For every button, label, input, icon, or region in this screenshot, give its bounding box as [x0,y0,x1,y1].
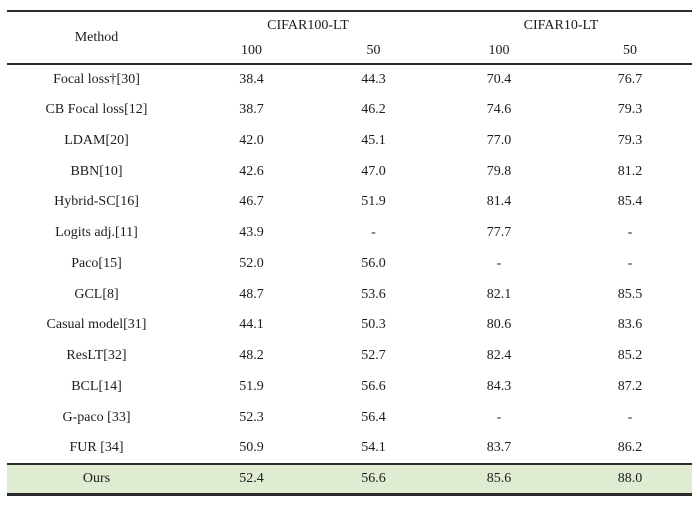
table-body: Focal loss†[30] 38.4 44.3 70.4 76.7 CB F… [7,64,692,464]
value-cell: 42.6 [239,163,264,179]
value-cell: 50.9 [239,439,264,455]
value-cell: 46.2 [361,102,386,118]
method-cell: Logits adj.[11] [55,225,138,241]
value-cell: 81.4 [486,194,512,210]
col-subheader-cifar100-50: 50 [366,43,381,58]
value-cell: 85.2 [617,348,643,364]
value-cell: - [627,409,633,425]
table-row: BBN[10] 42.6 47.0 79.8 81.2 [7,156,692,187]
method-cell: ResLT[32] [66,348,127,364]
value-cell: 82.4 [486,348,512,364]
method-cell: BBN[10] [70,163,123,179]
value-cell: - [496,255,502,271]
value-cell: 82.1 [486,286,512,302]
method-cell: GCL[8] [74,286,119,302]
value-cell: 53.6 [361,286,386,302]
value-cell: 77.7 [486,225,512,241]
value-cell: 52.3 [239,409,264,425]
col-subheader-cifar10-50: 50 [623,43,637,58]
value-cell: 85.5 [617,286,643,302]
value-cell: - [627,255,633,271]
value-cell: 80.6 [486,317,512,333]
method-cell: CB Focal loss[12] [45,102,148,118]
method-cell: G-paco [33] [62,409,131,425]
value-cell: 54.1 [361,439,386,455]
table-row: Logits adj.[11] 43.9 - 77.7 - [7,218,692,249]
header-group-row: Method CIFAR100-LT CIFAR10-LT [7,11,692,45]
value-cell: 50.3 [361,317,386,333]
table-row: FUR [34] 50.9 54.1 83.7 86.2 [7,433,692,464]
value-cell: 42.0 [239,132,264,148]
table-row: LDAM[20] 42.0 45.1 77.0 79.3 [7,126,692,157]
value-cell: 38.7 [239,102,264,118]
value-cell: 86.2 [617,439,643,455]
table-row: Hybrid-SC[16] 46.7 51.9 81.4 85.4 [7,187,692,218]
value-cell: 48.7 [239,286,264,302]
method-cell: Hybrid-SC[16] [54,194,139,210]
value-cell: 79.3 [617,102,643,118]
table-row: Paco[15] 52.0 56.0 - - [7,249,692,280]
method-cell: BCL[14] [71,378,122,394]
value-cell: 83.7 [486,439,512,455]
method-cell: Focal loss†[30] [53,71,140,87]
value-cell: 38.4 [239,71,264,87]
value-cell: 74.6 [486,102,512,118]
value-cell: 81.2 [617,163,643,179]
table-row: ResLT[32] 48.2 52.7 82.4 85.2 [7,341,692,372]
table-footer: Ours 52.4 56.6 85.6 88.0 [7,463,692,495]
table-row: BCL[14] 51.9 56.6 84.3 87.2 [7,372,692,403]
value-cell: 79.8 [486,163,512,179]
method-cell: FUR [34] [69,439,124,455]
value-cell: 52.4 [186,463,317,495]
value-cell: 52.0 [239,255,264,271]
value-cell: 47.0 [361,163,386,179]
value-cell: 56.4 [361,409,386,425]
value-cell: 76.7 [617,71,643,87]
method-cell: Paco[15] [71,255,122,271]
value-cell: - [627,225,633,241]
value-cell: 77.0 [486,132,512,148]
method-cell: Ours [7,463,186,495]
col-subheader-cifar10-100: 100 [488,43,510,58]
table-row: G-paco [33] 52.3 56.4 - - [7,402,692,433]
value-cell: - [371,225,376,241]
value-cell: 56.6 [361,378,386,394]
value-cell: 51.9 [239,378,264,394]
col-group-cifar100-lt: CIFAR100-LT [267,17,349,33]
value-cell: 51.9 [361,194,386,210]
header-sub-row: 100 50 100 50 [7,39,692,64]
value-cell: 87.2 [617,378,643,394]
value-cell: 85.6 [430,463,568,495]
value-cell: 56.6 [317,463,430,495]
value-cell: 52.7 [361,348,386,364]
table-row-ours: Ours 52.4 56.6 85.6 88.0 [7,463,692,495]
value-cell: 88.0 [568,463,692,495]
method-cell: Casual model[31] [46,317,147,333]
table-row: CB Focal loss[12] 38.7 46.2 74.6 79.3 [7,95,692,126]
value-cell: 85.4 [617,194,643,210]
results-table: Method CIFAR100-LT CIFAR10-LT 100 50 100… [7,10,692,496]
value-cell: 44.1 [239,317,264,333]
col-group-cifar10-lt: CIFAR10-LT [523,17,599,33]
method-cell: LDAM[20] [64,132,129,148]
table-row: Focal loss†[30] 38.4 44.3 70.4 76.7 [7,64,692,95]
table-row: Casual model[31] 44.1 50.3 80.6 83.6 [7,310,692,341]
table-row: GCL[8] 48.7 53.6 82.1 85.5 [7,279,692,310]
value-cell: 44.3 [361,71,386,87]
value-cell: 48.2 [239,348,264,364]
col-subheader-cifar100-100: 100 [241,43,262,58]
value-cell: 43.9 [239,225,264,241]
table-header: Method CIFAR100-LT CIFAR10-LT 100 50 100… [7,11,692,64]
value-cell: 46.7 [239,194,264,210]
value-cell: 79.3 [617,132,643,148]
value-cell: 83.6 [617,317,643,333]
value-cell: 56.0 [361,255,386,271]
value-cell: 70.4 [486,71,512,87]
value-cell: 84.3 [486,378,512,394]
value-cell: - [496,409,502,425]
col-header-method: Method [74,29,119,45]
value-cell: 45.1 [361,132,386,148]
